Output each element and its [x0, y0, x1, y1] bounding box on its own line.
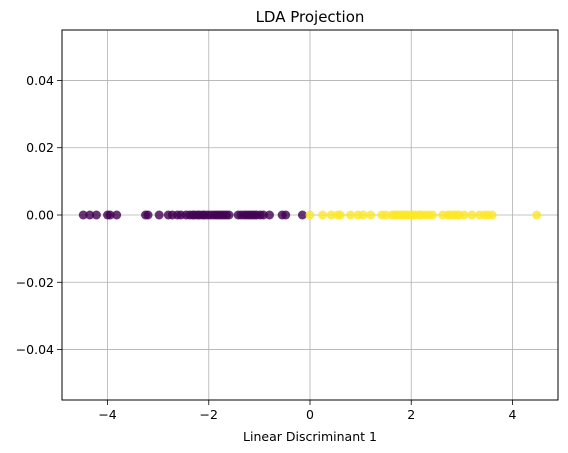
x-tick-label: −2	[200, 407, 218, 422]
data-point	[467, 210, 477, 220]
x-axis-label: Linear Discriminant 1	[243, 429, 377, 444]
data-point	[427, 210, 437, 220]
data-point	[297, 210, 307, 220]
data-point	[154, 210, 164, 220]
x-tick-label: 4	[508, 407, 516, 422]
scatter-points	[78, 210, 542, 220]
y-tick-label: 0.00	[26, 208, 54, 223]
y-tick-label: 0.02	[26, 140, 54, 155]
data-point	[532, 210, 542, 220]
data-point	[366, 210, 376, 220]
data-point	[345, 210, 355, 220]
data-point	[305, 210, 315, 220]
data-point	[318, 210, 328, 220]
data-point	[326, 210, 336, 220]
data-point	[335, 210, 345, 220]
x-tick-label: 0	[306, 407, 314, 422]
data-point	[78, 210, 88, 220]
data-point	[85, 210, 95, 220]
data-point	[143, 210, 153, 220]
y-tick-label: −0.04	[16, 342, 54, 357]
grid	[62, 30, 558, 400]
data-point	[265, 210, 275, 220]
data-point	[487, 210, 497, 220]
y-tick-label: 0.04	[26, 73, 54, 88]
chart-title: LDA Projection	[256, 8, 365, 26]
x-tick-label: −4	[98, 407, 116, 422]
data-point	[281, 210, 291, 220]
data-point	[91, 210, 101, 220]
data-point	[358, 210, 368, 220]
data-point	[459, 210, 469, 220]
x-tick-label: 2	[407, 407, 415, 422]
axis-ticks: −4 −2 0 2 4 −0.04 −0.02 0.00 0.02 0.04	[16, 73, 517, 422]
data-point	[224, 210, 234, 220]
data-point	[105, 210, 115, 220]
y-tick-label: −0.02	[16, 275, 54, 290]
data-point	[112, 210, 122, 220]
